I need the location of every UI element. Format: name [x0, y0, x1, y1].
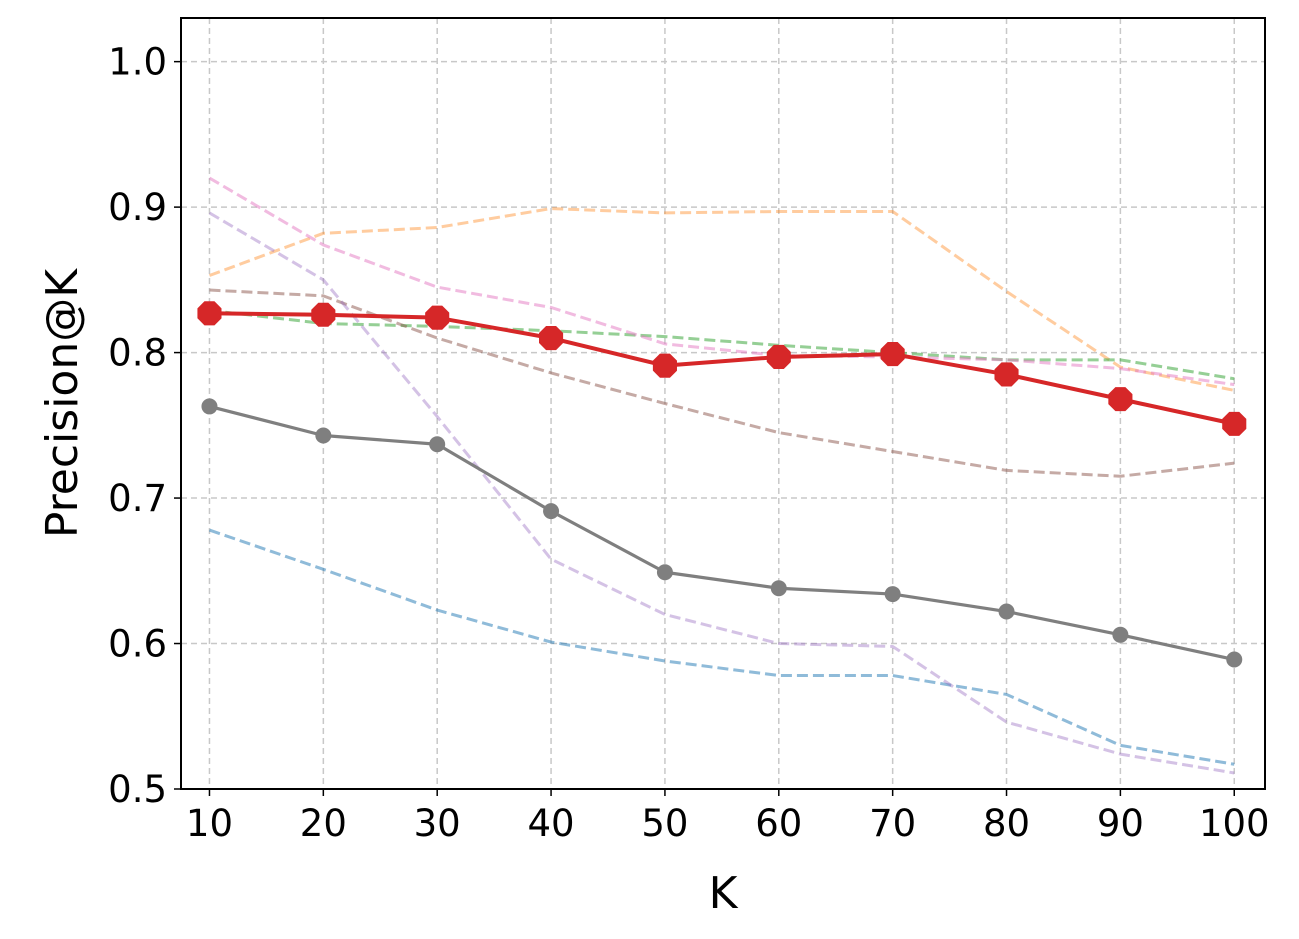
series-3 — [209, 288, 1235, 478]
data-point — [656, 564, 673, 581]
data-point — [1226, 651, 1243, 668]
series-line — [209, 404, 1235, 662]
data-point — [652, 353, 677, 378]
x-tick-label: 100 — [1199, 802, 1270, 845]
x-tick-label: 30 — [414, 802, 461, 845]
series-line — [209, 311, 1235, 426]
series-line — [208, 211, 1235, 775]
y-tick-label: 0.5 — [108, 768, 167, 811]
series-line — [208, 176, 1235, 387]
x-tick-label: 70 — [869, 802, 916, 845]
data-point — [201, 398, 218, 415]
data-point — [429, 436, 446, 453]
x-tick-label: 60 — [755, 802, 802, 845]
y-tick-label: 0.7 — [108, 477, 167, 520]
data-point — [884, 586, 901, 603]
data-point — [1112, 626, 1129, 643]
series-2 — [209, 308, 1235, 381]
x-tick-label: 40 — [528, 802, 575, 845]
x-tick-label: 80 — [983, 802, 1030, 845]
series-4 — [208, 211, 1235, 775]
ticks: 10 20 30 40 50 60 70 80 90 100 0.5 0.6 0.7 0.8 0.9 1.0 — [108, 41, 1269, 845]
x-tick-label: 50 — [641, 802, 688, 845]
data-point — [311, 302, 336, 327]
data-point — [1222, 411, 1247, 436]
data-point — [197, 301, 222, 326]
series-7 — [197, 301, 1247, 436]
series-layer — [197, 176, 1247, 775]
series-1 — [208, 207, 1235, 392]
plot-frame — [180, 17, 1266, 790]
x-tick-label: 90 — [1097, 802, 1144, 845]
x-tick-label: 10 — [186, 802, 233, 845]
series-line — [209, 308, 1235, 381]
series-line — [209, 288, 1235, 478]
y-tick-label: 0.8 — [108, 332, 167, 375]
x-axis-label: K — [709, 868, 739, 919]
y-tick-label: 1.0 — [108, 41, 167, 84]
data-point — [425, 305, 450, 330]
series-6 — [201, 398, 1243, 668]
data-point — [880, 341, 905, 367]
series-line — [208, 528, 1235, 766]
grid — [181, 18, 1265, 790]
data-point — [770, 580, 787, 597]
y-tick-label: 0.9 — [108, 186, 167, 229]
data-point — [994, 362, 1019, 387]
data-point — [315, 427, 332, 444]
series-0 — [208, 528, 1235, 766]
series-line — [208, 207, 1235, 392]
data-point — [998, 603, 1015, 620]
data-point — [766, 344, 791, 369]
y-tick-label: 0.6 — [108, 623, 167, 666]
x-tick-label: 20 — [300, 802, 347, 845]
data-point — [1108, 387, 1133, 412]
y-axis-label: Precision@K — [37, 268, 88, 538]
series-5 — [208, 176, 1235, 387]
data-point — [539, 325, 564, 351]
data-point — [543, 503, 560, 520]
